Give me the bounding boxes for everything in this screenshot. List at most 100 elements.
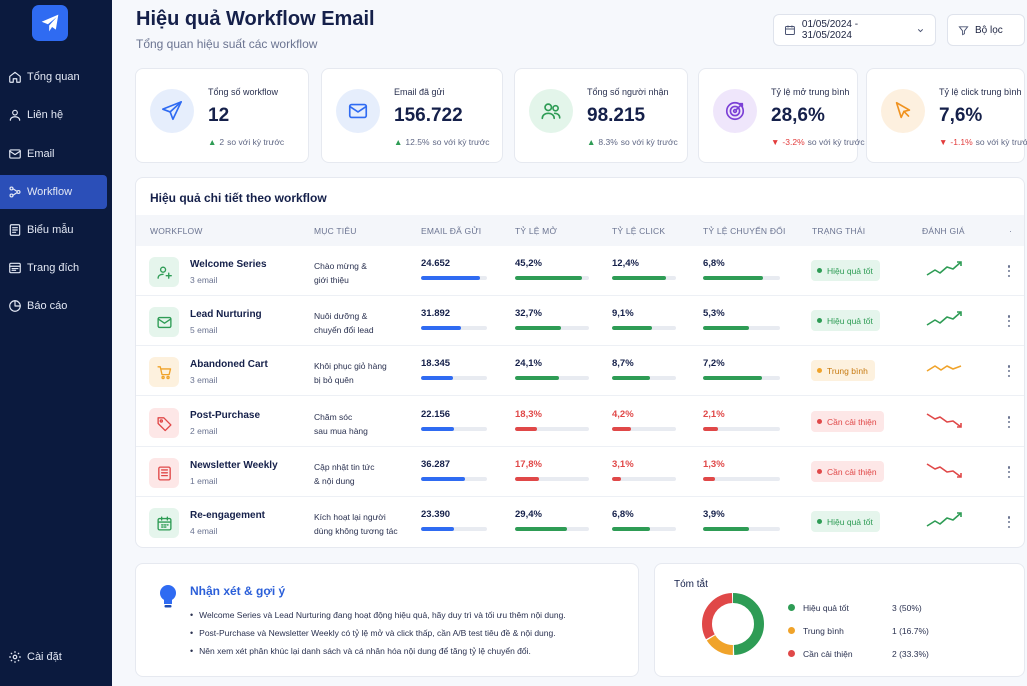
metric-bar-fill	[703, 376, 762, 380]
status-label: Hiệu quả tốt	[827, 315, 873, 326]
kpi-value: 28,6%	[771, 105, 825, 126]
metric-value: 23.390	[421, 509, 451, 520]
arrow-up-icon: ▲	[587, 137, 596, 147]
workflow-name[interactable]: Abandoned Cart	[190, 359, 268, 370]
metric-value: 18.345	[421, 358, 451, 369]
sidebar-item-tổng-quan[interactable]: Tổng quan	[0, 60, 107, 94]
status-label: Hiệu quả tốt	[827, 516, 873, 527]
metric-bar	[421, 527, 487, 531]
metric-bar	[515, 326, 589, 330]
summary-title: Tóm tắt	[674, 579, 708, 590]
app-logo[interactable]	[32, 5, 68, 41]
table-row[interactable]: Post-Purchase 2 email Chăm sóc sau mua hàng…	[136, 397, 1024, 447]
metric-bar	[612, 326, 676, 330]
sidebar-item-biểu-mẫu[interactable]: Biểu mẫu	[0, 213, 107, 247]
summary-legend: Hiệu quả tốt 3 (50%) Trung bình 1 (16.7%) Cầ…	[788, 596, 1008, 665]
sidebar-item-settings[interactable]: Cài đặt	[0, 640, 107, 674]
metric-bar	[515, 477, 589, 481]
workflow-name[interactable]: Welcome Series	[190, 259, 267, 270]
workflow-name[interactable]: Post-Purchase	[190, 410, 261, 421]
row-menu-icon[interactable]	[1004, 362, 1014, 380]
metric-bar	[612, 276, 676, 280]
metric-value: 17,8%	[515, 459, 542, 470]
table-row[interactable]: Lead Nurturing 5 email Nuôi dưỡng & chuyển …	[136, 296, 1024, 346]
sidebar-item-trang-đích[interactable]: Trang đích	[0, 251, 107, 285]
sidebar-item-liên-hệ[interactable]: Liên hệ	[0, 98, 107, 132]
calendar-icon	[784, 25, 795, 35]
row-menu-icon[interactable]	[1004, 262, 1014, 280]
legend-value: 2 (33.3%)	[892, 648, 929, 659]
form-icon	[0, 223, 26, 237]
date-range-picker[interactable]: 01/05/2024 - 31/05/2024	[773, 14, 936, 46]
workflow-name[interactable]: Newsletter Weekly	[190, 460, 278, 471]
sidebar-item-label: Tổng quan	[27, 71, 80, 83]
metric-bar-fill	[421, 477, 466, 481]
table-row[interactable]: Newsletter Weekly 1 email Cập nhật tin tức…	[136, 447, 1024, 497]
table-row[interactable]: Abandoned Cart 3 email Khôi phục giỏ hàng b…	[136, 346, 1024, 396]
metric-value: 24,1%	[515, 358, 542, 369]
kpi-delta-suffix: so với kỳ trước	[620, 137, 678, 147]
status-label: Hiệu quả tốt	[827, 265, 873, 276]
sidebar-item-báo-cáo[interactable]: Báo cáo	[0, 289, 107, 323]
kpi-delta-value: 8.3%	[598, 137, 618, 147]
workflow-name[interactable]: Re-engagement	[190, 510, 266, 521]
sidebar-item-workflow[interactable]: Workflow	[0, 175, 107, 209]
metric-value: 22.156	[421, 409, 451, 420]
metric-value: 3,9%	[703, 509, 725, 520]
row-menu-icon[interactable]	[1004, 513, 1014, 531]
metric-value: 31.892	[421, 308, 451, 319]
metric-value: 4,2%	[612, 409, 634, 420]
sidebar-item-email[interactable]: Email	[0, 137, 107, 171]
users-icon	[529, 89, 573, 133]
metric-bar	[703, 477, 780, 481]
donut-slice	[702, 593, 764, 655]
metric-bar-fill	[612, 527, 651, 531]
status-badge: Trung bình	[811, 360, 875, 381]
metric-bar	[703, 427, 780, 431]
row-menu-icon[interactable]	[1004, 312, 1014, 330]
cursor-icon	[881, 89, 925, 133]
gear-icon	[0, 650, 26, 664]
status-badge: Hiệu quả tốt	[811, 260, 880, 281]
column-header: WORKFLOW	[150, 226, 203, 236]
workflow-goal: Kích hoạt lại người dùng không tương tác	[314, 510, 404, 538]
table-row[interactable]: Welcome Series 3 email Chào mừng & giới thi…	[136, 246, 1024, 296]
table-title: Hiệu quả chi tiết theo workflow	[150, 191, 327, 205]
page-title: Hiệu quả Workflow Email	[136, 8, 375, 30]
kpi-value: 156.722	[394, 105, 463, 126]
kpi-delta-value: 12.5%	[405, 137, 430, 147]
row-menu-icon[interactable]	[1004, 413, 1014, 431]
kpi-card: Tổng số workflow 12 ▲ 2 so với kỳ trước	[135, 68, 309, 163]
date-range-value: 01/05/2024 - 31/05/2024	[801, 19, 859, 41]
newspaper-icon	[149, 458, 179, 488]
goal-line: Kích hoạt lại người	[314, 512, 386, 522]
metric-value: 32,7%	[515, 308, 542, 319]
goal-line: Chăm sóc	[314, 412, 353, 422]
legend-item: Hiệu quả tốt 3 (50%)	[788, 596, 1008, 619]
row-menu-icon[interactable]	[1004, 463, 1014, 481]
goal-line: Chào mừng &	[314, 261, 367, 271]
status-label: Cần cải thiện	[827, 416, 877, 427]
workflow-name[interactable]: Lead Nurturing	[190, 309, 262, 320]
landing-page-icon	[0, 261, 26, 275]
column-header: MỤC TIÊU	[314, 226, 357, 236]
metric-value: 6,8%	[703, 258, 725, 269]
workflow-table-panel: Hiệu quả chi tiết theo workflow WORKFLOW…	[135, 177, 1025, 548]
trend-sparkline	[926, 365, 962, 372]
metric-bar-fill	[421, 276, 481, 280]
metric-bar-fill	[515, 427, 538, 431]
donut-slice	[702, 593, 764, 655]
status-badge: Cần cải thiện	[811, 411, 884, 432]
status-label: Cần cải thiện	[827, 466, 877, 477]
kpi-delta-suffix: so với kỳ trước	[975, 137, 1027, 147]
metric-bar-fill	[515, 477, 540, 481]
legend-item: Trung bình 1 (16.7%)	[788, 619, 1008, 642]
table-row[interactable]: Re-engagement 4 email Kích hoạt lại người d…	[136, 497, 1024, 547]
trend-sparkline	[926, 413, 962, 428]
filter-button[interactable]: Bộ lọc	[947, 14, 1025, 46]
metric-bar	[612, 427, 676, 431]
metric-bar-fill	[515, 376, 560, 380]
metric-value: 3,1%	[612, 459, 634, 470]
insight-item: Welcome Series và Lead Nurturing đang ho…	[190, 606, 566, 624]
user-add-icon	[149, 257, 179, 287]
